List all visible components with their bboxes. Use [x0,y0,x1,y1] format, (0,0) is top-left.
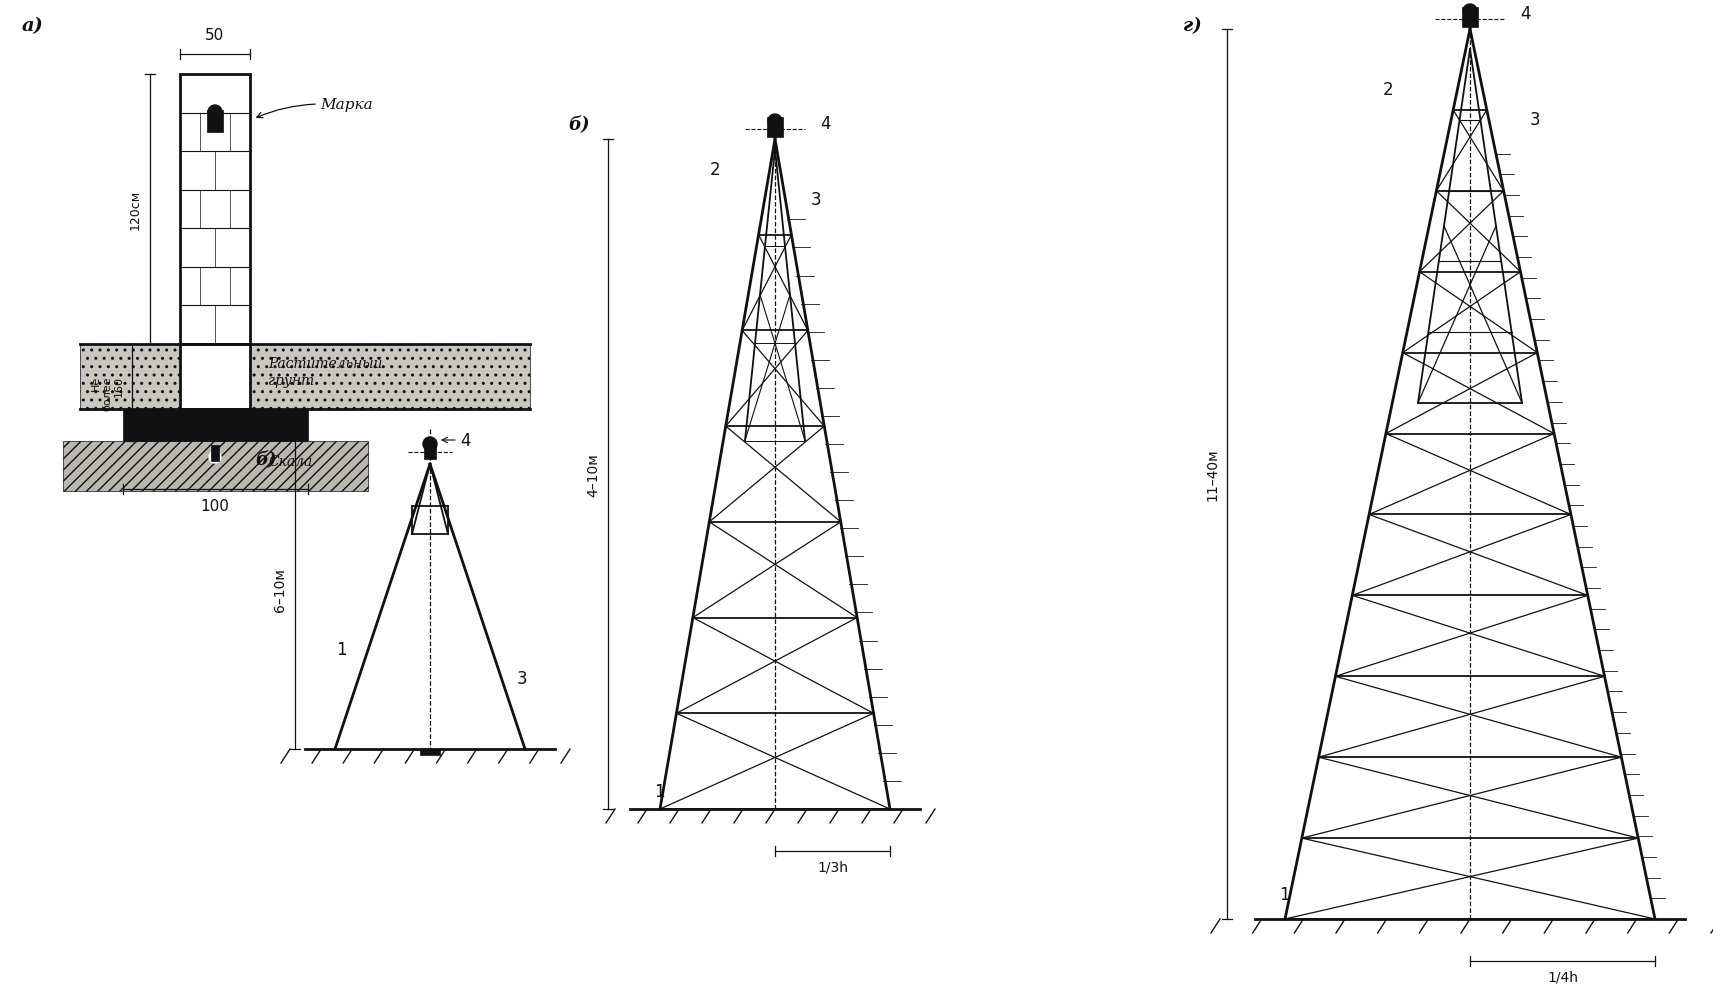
Text: 120см: 120см [128,190,142,230]
Text: 1: 1 [654,782,665,800]
Text: г): г) [1184,17,1201,35]
Text: 2: 2 [1382,81,1393,98]
Text: 15: 15 [140,418,151,432]
Text: 1/3h: 1/3h [817,860,848,874]
Circle shape [767,115,783,129]
Text: 3: 3 [517,669,528,687]
Text: Скала: Скала [267,454,312,468]
Bar [250,345,529,410]
Circle shape [207,106,223,120]
Bar [123,410,308,441]
Text: 4: 4 [461,431,471,449]
Text: 4–10м: 4–10м [586,452,600,496]
Circle shape [1463,5,1477,19]
Text: б): б) [569,115,589,133]
Text: 1/4h: 1/4h [1547,970,1578,984]
Bar [420,749,440,755]
Text: 1: 1 [336,640,348,659]
Text: Марка: Марка [320,97,373,112]
Text: б): б) [255,449,276,467]
Text: 4: 4 [1519,5,1530,23]
Bar [180,345,250,410]
Text: Растительный
грунт: Растительный грунт [267,357,382,388]
Bar [180,75,250,345]
Bar [767,118,783,138]
Text: 6–10м: 6–10м [272,568,288,611]
Bar [1461,8,1478,28]
Text: 11–40м: 11–40м [1204,448,1220,501]
Text: 1: 1 [1280,885,1290,904]
Bar [81,345,180,410]
Text: а): а) [22,17,45,35]
Text: 100: 100 [200,499,230,514]
Circle shape [209,451,221,463]
Text: 50: 50 [206,28,224,43]
Bar [425,441,437,459]
Text: Не
более
160: Не более 160 [91,376,123,411]
Text: 4: 4 [821,115,831,133]
Text: 3: 3 [810,191,821,209]
Circle shape [423,437,437,451]
Bar [211,445,219,461]
Text: 2: 2 [709,161,719,179]
Text: 3: 3 [1530,111,1540,129]
Bar [207,111,223,133]
Bar [63,441,368,491]
